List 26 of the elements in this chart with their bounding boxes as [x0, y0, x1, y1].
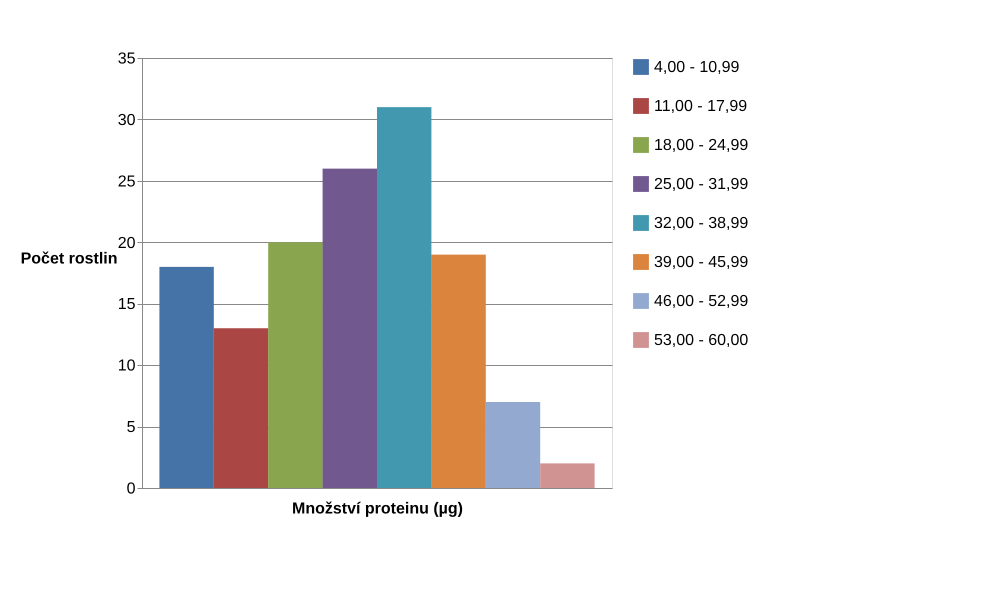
- legend-label: 39,00 - 45,99: [654, 254, 748, 271]
- bar: [377, 107, 432, 488]
- y-tick-label: 25: [118, 173, 136, 190]
- y-tick-label: 0: [126, 480, 136, 498]
- bar: [214, 328, 268, 488]
- bar: [268, 242, 323, 488]
- legend-label: 46,00 - 52,99: [654, 293, 748, 310]
- legend-label: 11,00 - 17,99: [654, 98, 748, 115]
- y-tick-label: 35: [118, 50, 136, 68]
- bar: [540, 463, 595, 488]
- y-tick-label: 10: [118, 358, 136, 375]
- x-axis-title: Množství proteinu (µg): [292, 500, 463, 518]
- legend-label: 4,00 - 10,99: [654, 59, 740, 76]
- y-tick-label: 20: [118, 234, 136, 252]
- bar: [159, 266, 214, 488]
- y-tick-label: 15: [118, 296, 136, 314]
- bar: [431, 254, 486, 488]
- bar: [322, 168, 377, 488]
- legend-label: 25,00 - 31,99: [654, 176, 748, 193]
- legend-label: 53,00 - 60,00: [654, 332, 748, 349]
- legend-label: 18,00 - 24,99: [654, 137, 748, 154]
- y-tick-label: 5: [126, 419, 136, 436]
- y-tick-label: 30: [118, 112, 136, 129]
- y-axis-title: Počet rostlin: [20, 250, 118, 268]
- bar: [486, 402, 540, 488]
- legend-label: 32,00 - 38,99: [654, 215, 748, 232]
